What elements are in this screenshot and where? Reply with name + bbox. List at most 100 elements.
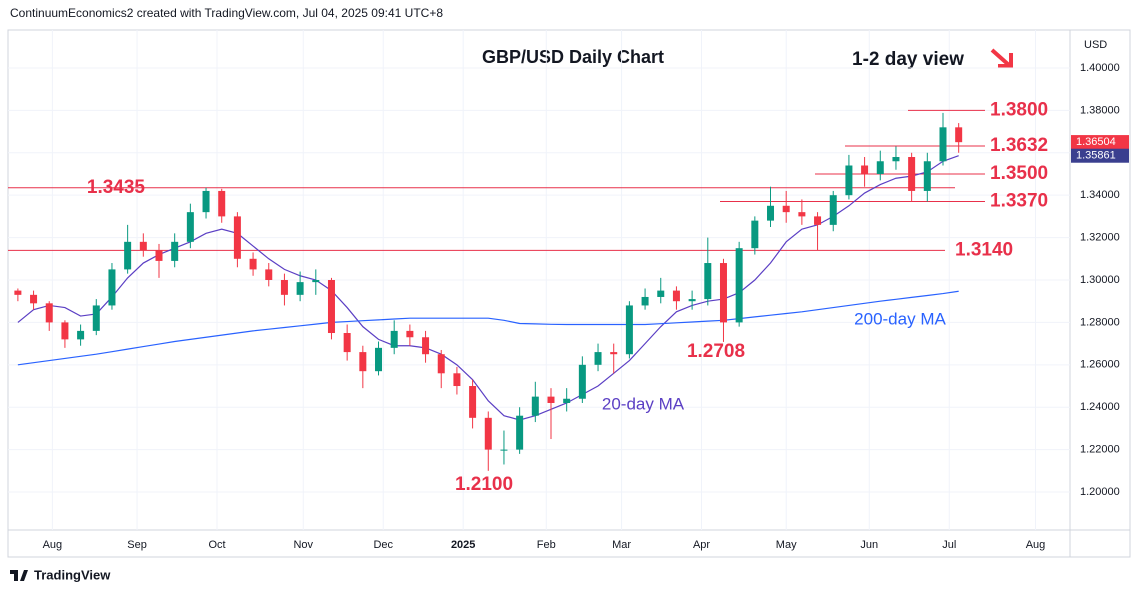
candle-body <box>45 303 53 323</box>
candle-body <box>469 386 477 418</box>
candle-body <box>657 290 665 297</box>
candle-body <box>312 280 320 283</box>
candle-body <box>375 347 383 372</box>
candle-body <box>829 195 837 225</box>
candle-body <box>625 305 633 355</box>
candle-body <box>484 417 492 450</box>
candle-body <box>422 337 430 355</box>
candle-body <box>218 190 226 217</box>
candle-body <box>767 205 775 221</box>
footer: TradingView <box>34 567 111 582</box>
y-axis-label: USD <box>1084 39 1107 51</box>
logo <box>10 570 28 581</box>
y-tick-label: 1.32000 <box>1080 231 1120 243</box>
candle-body <box>406 330 414 338</box>
candle-body <box>453 373 461 387</box>
candle-body <box>202 190 210 213</box>
level-label: 1.3500 <box>990 163 1048 184</box>
x-tick-label: Dec <box>373 539 393 551</box>
y-tick-label: 1.26000 <box>1080 359 1120 371</box>
y-tick-label: 1.40000 <box>1080 62 1120 74</box>
candle-body <box>735 248 743 323</box>
x-tick-label: May <box>776 539 797 551</box>
candle-body <box>563 398 571 403</box>
x-tick-label: Aug <box>43 539 63 551</box>
candle-body <box>233 216 241 259</box>
candle-body <box>516 415 524 450</box>
candle-body <box>327 280 335 334</box>
candle-body <box>359 352 367 372</box>
x-tick-label: Jul <box>942 539 956 551</box>
candle-body <box>892 157 900 162</box>
level-label: 1.2708 <box>687 341 745 362</box>
candle-body <box>186 212 194 242</box>
candle-body <box>500 449 508 451</box>
candle-body <box>845 165 853 196</box>
candle-body <box>390 330 398 348</box>
candle-body <box>14 290 22 295</box>
level-label: 1.3435 <box>87 177 146 198</box>
y-tick-label: 1.28000 <box>1080 316 1120 328</box>
ma-label: 200-day MA <box>854 309 946 328</box>
x-tick-label: 2025 <box>451 539 475 551</box>
header: ContinuumEconomics2 created with Trading… <box>10 6 443 20</box>
x-tick-label: Feb <box>537 539 556 551</box>
candle-body <box>296 282 304 295</box>
y-tick-label: 1.24000 <box>1080 401 1120 413</box>
ma-label: 20-day MA <box>602 394 685 413</box>
candle-body <box>955 127 963 143</box>
candle-body <box>908 157 916 191</box>
x-tick-label: Apr <box>693 539 710 551</box>
x-tick-label: Jun <box>860 539 878 551</box>
candle-body <box>782 205 790 213</box>
ma-line <box>17 290 959 366</box>
level-label: 1.3370 <box>990 191 1048 212</box>
price-badge <box>1071 148 1129 163</box>
candle-body <box>798 212 806 217</box>
candle-body <box>139 241 147 251</box>
y-tick-label: 1.30000 <box>1080 274 1120 286</box>
y-tick-label: 1.20000 <box>1080 486 1120 498</box>
candle-body <box>77 330 85 340</box>
candle-body <box>610 352 618 355</box>
candle-body <box>343 333 351 353</box>
x-tick-label: Nov <box>293 539 313 551</box>
candle-body <box>265 269 273 280</box>
frame <box>7 29 1131 558</box>
arrow <box>990 48 1013 68</box>
candle-body <box>939 127 947 162</box>
chart-title: GBP/USD Daily Chart <box>482 47 664 67</box>
candle-body <box>124 241 132 270</box>
y-tick-label: 1.34000 <box>1080 189 1120 201</box>
candle-body <box>594 352 602 365</box>
level-label: 1.3140 <box>955 239 1013 260</box>
level-label: 1.3800 <box>990 99 1048 120</box>
candle-body <box>61 322 69 340</box>
candle-body <box>171 241 179 261</box>
candle-body <box>92 305 100 331</box>
candle-body <box>814 216 822 225</box>
candle-body <box>672 290 680 302</box>
level-label: 1.2100 <box>455 474 513 495</box>
level-label: 1.3632 <box>990 135 1048 156</box>
x-tick-label: Mar <box>612 539 631 551</box>
candle-body <box>688 299 696 302</box>
candle-body <box>876 161 884 174</box>
candle-body <box>719 263 727 323</box>
x-tick-label: Sep <box>127 539 147 551</box>
candle-body <box>923 161 931 191</box>
candle-body <box>437 354 445 374</box>
price-badge <box>1071 135 1129 150</box>
candle-body <box>751 220 759 249</box>
candle-body <box>704 263 712 300</box>
candle-body <box>155 250 163 261</box>
price-badge-label: 1.35861 <box>1076 150 1116 162</box>
price-badge-label: 1.36504 <box>1076 136 1116 148</box>
candle-body <box>249 258 257 270</box>
candle-body <box>30 294 38 304</box>
x-tick-label: Oct <box>208 539 225 551</box>
subtitle: 1-2 day view <box>852 49 964 70</box>
candle-body <box>280 280 288 295</box>
y-tick-label: 1.38000 <box>1080 104 1120 116</box>
